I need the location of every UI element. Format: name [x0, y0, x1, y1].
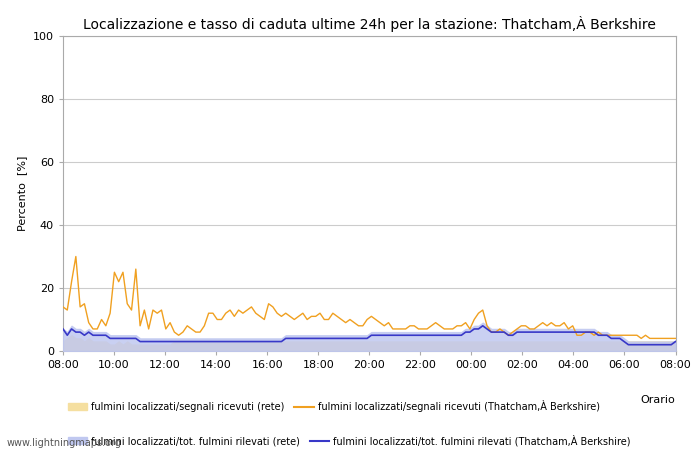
Legend: fulmini localizzati/tot. fulmini rilevati (rete), fulmini localizzati/tot. fulmi: fulmini localizzati/tot. fulmini rilevat… — [68, 435, 631, 446]
Y-axis label: Percento  [%]: Percento [%] — [18, 156, 27, 231]
Title: Localizzazione e tasso di caduta ultime 24h per la stazione: Thatcham,À Berkshir: Localizzazione e tasso di caduta ultime … — [83, 16, 656, 32]
Text: Orario: Orario — [640, 395, 676, 405]
Text: www.lightningmaps.org: www.lightningmaps.org — [7, 438, 122, 448]
